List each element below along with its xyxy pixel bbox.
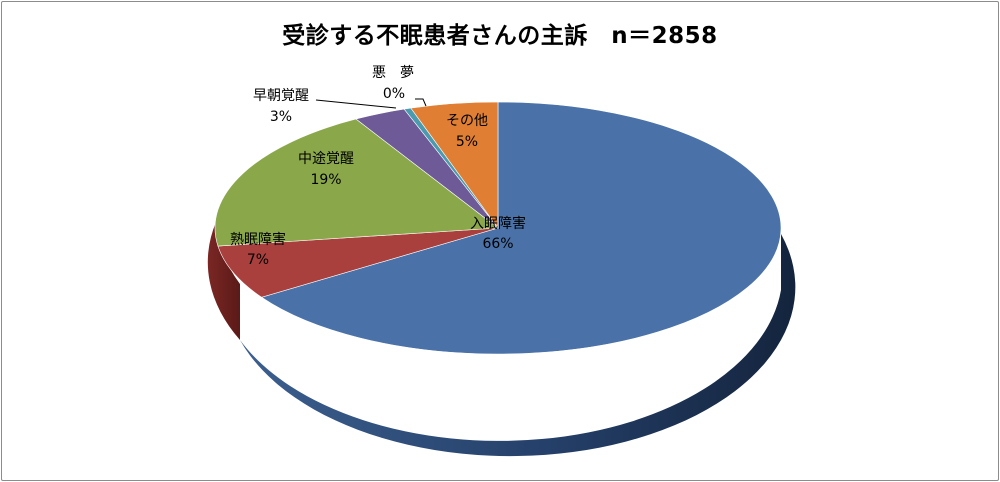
pie-slice <box>214 118 499 247</box>
pie-side-secondary <box>207 222 240 340</box>
leader-line-2 <box>315 99 397 109</box>
slice-value: 7% <box>247 252 269 268</box>
slice-label: 中途覚醒 <box>298 150 354 167</box>
label-akumu: 悪 夢 0% <box>372 65 414 102</box>
label-sonota: その他 5% <box>446 113 488 150</box>
slice-label: 入眠障害 <box>470 216 526 232</box>
pie-slices <box>214 101 782 355</box>
slice-value: 66% <box>482 236 513 252</box>
pie-slice <box>217 227 499 298</box>
label-soucho: 早朝覚醒 3% <box>253 88 309 125</box>
pie-slice <box>410 101 499 229</box>
slice-label: 悪 夢 <box>372 65 414 81</box>
pie-slice <box>260 101 782 355</box>
leader-line <box>415 98 427 107</box>
slice-value: 3% <box>270 109 292 125</box>
label-nyumin: 入眠障害 66% <box>470 216 526 252</box>
slice-value: 0% <box>383 86 405 102</box>
slice-label: 早朝覚醒 <box>253 88 309 104</box>
chart-title: 受診する不眠患者さんの主訴 n＝2858 <box>282 23 718 49</box>
slice-value: 19% <box>310 172 341 188</box>
slice-label: その他 <box>446 113 488 129</box>
slice-label: 熟眠障害 <box>230 232 286 248</box>
label-jukumin: 熟眠障害 7% <box>230 232 286 268</box>
slice-value: 5% <box>456 134 478 150</box>
label-chuto: 中途覚醒 19% <box>298 150 354 188</box>
